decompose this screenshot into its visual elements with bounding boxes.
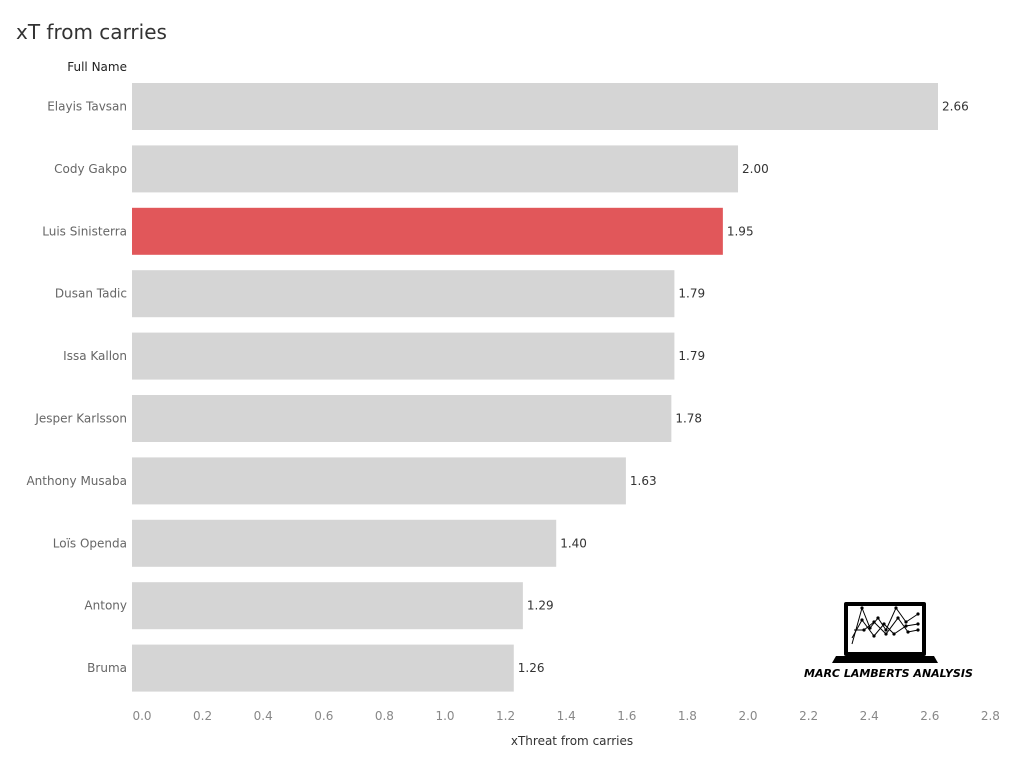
value-label: 1.95 [727,224,754,238]
bar-lo-s-openda [132,519,557,567]
x-axis-title: xThreat from carries [511,734,633,748]
bars-group: Elayis Tavsan 2.66 Cody Gakpo 2.00 Luis Sini… [26,83,969,692]
chart-title: xT from carries [16,20,167,44]
category-label: Loïs Openda [53,536,127,550]
category-label: Cody Gakpo [54,162,127,176]
x-tick-label: 2.4 [860,709,879,723]
value-label: 1.78 [675,412,702,426]
laptop-chart-icon [832,602,938,663]
bar-issa-kallon [132,332,675,380]
x-tick-label: 1.4 [557,709,576,723]
x-tick-label: 0.8 [375,709,394,723]
category-label: Elayis Tavsan [47,100,127,114]
x-tick-label: 2.2 [799,709,818,723]
x-axis-ticks: 0.0 0.2 0.4 0.6 0.8 1.0 1.2 1.4 1.6 1.8 2.0 2.2 2.4 2… [132,709,1000,723]
category-label: Issa Kallon [63,349,127,363]
value-label: 1.63 [630,474,657,488]
value-label: 2.00 [742,162,769,176]
bar-luis-sinisterra [132,207,723,255]
x-tick-label: 1.2 [496,709,515,723]
x-tick-label: 1.8 [678,709,697,723]
bar-elayis-tavsan [132,83,938,130]
x-tick-label: 2.6 [920,709,939,723]
bar-dusan-tadic [132,270,675,318]
x-tick-label: 0.2 [193,709,212,723]
category-label: Jesper Karlsson [34,412,127,426]
value-label: 1.79 [678,287,705,301]
category-label: Luis Sinisterra [42,224,127,238]
value-label: 1.79 [678,349,705,363]
category-label: Dusan Tadic [55,287,127,301]
x-tick-label: 1.0 [435,709,454,723]
bar-cody-gakpo [132,145,739,193]
value-label: 1.40 [560,536,587,550]
x-tick-label: 0.6 [314,709,333,723]
value-label: 2.66 [942,100,969,114]
category-label: Antony [84,599,127,613]
x-tick-label: 1.6 [617,709,636,723]
bar-antony [132,582,523,630]
value-label: 1.26 [518,661,545,675]
x-tick-label: 2.0 [738,709,757,723]
bar-anthony-musaba [132,457,626,505]
x-tick-label: 2.8 [981,709,1000,723]
row-header-label: Full Name [67,60,127,74]
logo-text: MARC LAMBERTS ANALYSIS [804,667,973,680]
category-label: Bruma [87,661,127,675]
category-label: Anthony Musaba [26,474,127,488]
bar-bruma [132,644,514,692]
x-tick-label: 0.0 [132,709,151,723]
bar-jesper-karlsson [132,395,672,442]
value-label: 1.29 [527,599,554,613]
x-tick-label: 0.4 [254,709,273,723]
